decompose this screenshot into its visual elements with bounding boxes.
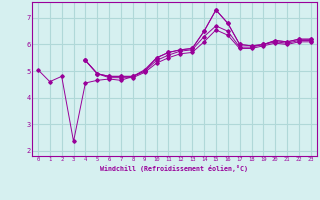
X-axis label: Windchill (Refroidissement éolien,°C): Windchill (Refroidissement éolien,°C) xyxy=(100,165,248,172)
